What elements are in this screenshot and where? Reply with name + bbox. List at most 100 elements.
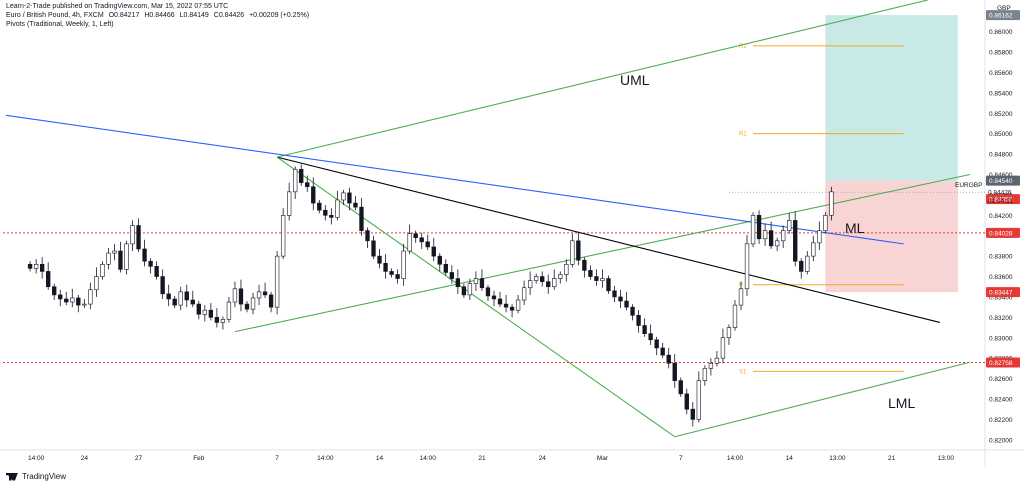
- level-price-tag: 0.84358: [989, 197, 1013, 204]
- candle-body: [33, 263, 39, 269]
- candle: [244, 301, 250, 313]
- candle-body: [335, 199, 340, 218]
- candle-body: [714, 357, 720, 364]
- candle-body: [202, 309, 207, 315]
- currency-label: GBP: [997, 5, 1011, 12]
- candle: [148, 258, 153, 274]
- candle-body: [365, 230, 370, 242]
- candle-body: [805, 255, 810, 272]
- candle-body: [660, 347, 665, 356]
- candle-body: [305, 182, 310, 188]
- candle: [274, 251, 280, 315]
- candle-body: [100, 263, 105, 277]
- time-tick-label: 24: [81, 455, 89, 462]
- candle-body: [256, 291, 262, 299]
- candle-body: [220, 319, 226, 323]
- candle-body: [588, 270, 593, 277]
- candle: [280, 208, 286, 260]
- candle-body: [546, 281, 551, 288]
- candle: [449, 265, 454, 284]
- candle: [455, 269, 461, 294]
- candle: [540, 271, 545, 287]
- time-tick-label: 7: [275, 455, 279, 462]
- target-price-tag-bg: [986, 10, 1020, 21]
- candle-body: [190, 299, 195, 305]
- candle-body: [76, 297, 81, 306]
- candle: [293, 166, 298, 199]
- candle: [88, 282, 93, 310]
- time-tick-label: 7: [679, 455, 683, 462]
- ohlc-change: +0.00209 (+0.25%): [249, 12, 310, 19]
- candle-body: [823, 215, 828, 231]
- candle: [172, 295, 177, 309]
- price-tick-label: 0.83200: [989, 315, 1013, 322]
- candle-body: [136, 225, 141, 250]
- candle: [708, 358, 714, 376]
- candle: [503, 294, 509, 313]
- candle-body: [684, 393, 689, 410]
- candle-body: [383, 262, 388, 272]
- pivots-indicator-label[interactable]: Pivots (Traditional, Weekly, 1, Left): [6, 21, 114, 28]
- candle-body: [534, 276, 539, 281]
- price-tick-label: 0.83800: [989, 254, 1013, 261]
- time-tick-label: 21: [888, 455, 896, 462]
- candle: [509, 304, 515, 318]
- candle-body: [690, 408, 695, 420]
- candle: [27, 261, 33, 272]
- price-tick-label: 0.85200: [989, 111, 1013, 118]
- price-tick-label: 0.85600: [989, 70, 1013, 77]
- last-price-tag: 0.84426: [988, 190, 1012, 197]
- tradingview-logo[interactable]: TradingView: [6, 472, 66, 481]
- candle-body: [70, 297, 75, 303]
- trendline: [234, 173, 971, 333]
- candle-body: [696, 380, 702, 420]
- candle-body: [124, 243, 129, 270]
- candle-body: [461, 286, 467, 296]
- candle-body: [497, 298, 503, 305]
- candle-body: [527, 280, 533, 289]
- candle: [738, 281, 744, 311]
- candle-body: [720, 337, 726, 359]
- candle-body: [286, 191, 292, 216]
- candle: [714, 351, 720, 367]
- candle-body: [787, 220, 792, 231]
- candle: [196, 301, 201, 320]
- candle-body: [437, 255, 442, 265]
- pivot-label: R2: [739, 44, 747, 50]
- candle-body: [214, 317, 220, 323]
- candle: [262, 282, 268, 298]
- candle-body: [154, 266, 159, 277]
- candle-body: [485, 287, 491, 297]
- candle: [130, 220, 135, 252]
- entry-price-tag: 0.84540: [989, 178, 1013, 185]
- candle-body: [431, 246, 436, 257]
- candle: [521, 280, 527, 306]
- symbol-tag: EURGBP: [955, 182, 982, 189]
- candle-body: [280, 215, 286, 257]
- candle: [564, 259, 569, 282]
- price-tick-label: 0.82400: [989, 396, 1013, 403]
- candle: [178, 286, 183, 311]
- candle-body: [184, 291, 189, 301]
- candle: [823, 212, 828, 234]
- candle-body: [811, 242, 816, 257]
- candle-body: [323, 209, 328, 216]
- candle: [744, 234, 750, 296]
- candle: [750, 212, 756, 247]
- candle: [82, 298, 87, 309]
- candle: [160, 269, 165, 299]
- candle-body: [160, 276, 165, 295]
- candle-body: [64, 298, 69, 303]
- candle: [648, 324, 653, 345]
- candle: [166, 284, 171, 307]
- candle-body: [419, 237, 424, 243]
- price-tick-label: 0.85400: [989, 90, 1013, 97]
- candle-body: [624, 300, 629, 308]
- candle: [431, 237, 436, 262]
- candle-body: [762, 230, 768, 240]
- candle: [696, 371, 702, 423]
- candle: [588, 265, 593, 280]
- candle: [515, 294, 521, 314]
